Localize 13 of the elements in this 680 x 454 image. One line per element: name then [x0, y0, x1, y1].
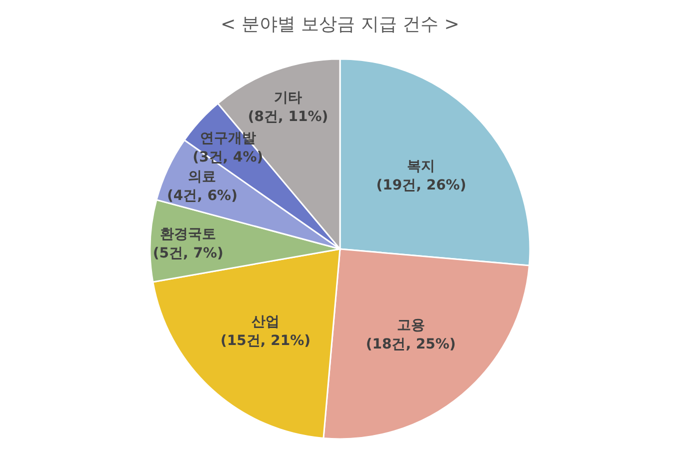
- data-label: (4건, 6%): [166, 188, 238, 204]
- data-label: (8건, 11%): [248, 109, 328, 126]
- chart-title: < 분야별 보상금 지급 건수 >: [220, 14, 460, 35]
- slice-label: 복지: [407, 158, 436, 175]
- data-label: (15건, 21%): [220, 333, 311, 350]
- slice-label: 환경국토: [160, 226, 216, 242]
- slice-label: 의료: [188, 168, 216, 185]
- data-label: (19건, 26%): [376, 178, 466, 194]
- data-label: (5건, 7%): [152, 245, 224, 262]
- slice-label: 고용: [396, 317, 425, 334]
- slice-label: 기타: [274, 90, 302, 106]
- slice-label: 산업: [252, 314, 280, 330]
- data-label: (18건, 25%): [366, 336, 456, 352]
